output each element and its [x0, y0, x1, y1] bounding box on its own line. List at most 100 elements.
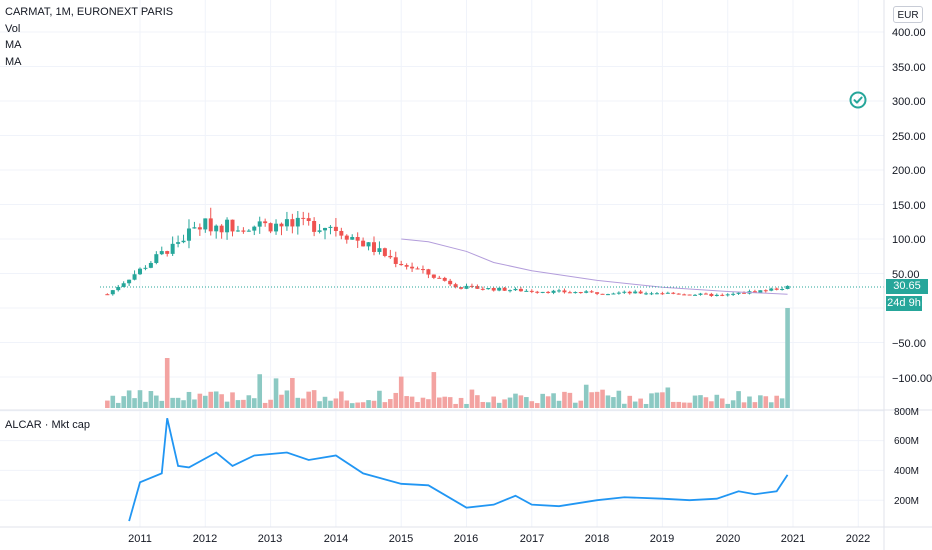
volume-bar	[605, 395, 611, 408]
volume-bar	[219, 394, 224, 408]
volume-bar	[632, 401, 638, 408]
volume-bar	[355, 402, 360, 408]
candle-body	[382, 248, 387, 256]
time-axis-label: 2021	[781, 533, 805, 545]
volume-bar	[714, 394, 720, 408]
candle-body	[682, 294, 687, 296]
symbol-title[interactable]: CARMAT, 1M, EURONEXT PARIS	[5, 6, 174, 18]
candle-body	[459, 287, 464, 289]
volume-bar	[736, 391, 741, 408]
volume-bar	[371, 400, 377, 408]
check-circle-icon[interactable]	[849, 91, 867, 109]
time-axis-label: 2016	[454, 533, 478, 545]
candle-body	[780, 288, 785, 290]
candle-body	[181, 240, 186, 243]
volume-bar	[654, 392, 660, 408]
candle-body	[475, 286, 480, 289]
candle-body	[197, 227, 202, 230]
volume-bar	[251, 398, 257, 408]
candle-body	[279, 223, 284, 227]
candle-body	[513, 288, 518, 291]
volume-bar	[436, 397, 442, 408]
volume-bar	[398, 376, 404, 408]
candle-body	[317, 230, 322, 232]
volume-bar	[649, 393, 654, 408]
volume-bar	[442, 396, 448, 408]
price-axis-label: −50.00	[892, 338, 926, 350]
volume-bar	[752, 402, 758, 408]
candle-body	[366, 242, 371, 247]
volume-bar	[458, 397, 464, 408]
mktcap-pane-label[interactable]: ALCAR · Mkt cap	[5, 419, 90, 431]
candle-body	[508, 290, 513, 292]
volume-bar	[758, 395, 763, 408]
volume-bar	[311, 390, 317, 408]
candle-body	[578, 292, 583, 294]
volume-bar	[594, 391, 600, 408]
candle-body	[116, 286, 121, 291]
mktcap-line	[128, 418, 789, 522]
candle-body	[165, 251, 170, 254]
candle-body	[649, 293, 654, 295]
candle-body	[687, 294, 692, 296]
time-axis-label: 2020	[716, 533, 740, 545]
volume-bar	[730, 400, 736, 408]
candle-body	[453, 284, 458, 288]
volume-bar	[409, 396, 415, 408]
volume-bar	[616, 390, 622, 408]
volume-bar	[540, 393, 545, 408]
candle-body	[720, 294, 725, 296]
candle-body	[268, 223, 273, 232]
candle-body	[437, 277, 442, 279]
candle-body	[546, 291, 551, 293]
candle-body	[301, 217, 306, 219]
time-axis-label: 2019	[650, 533, 674, 545]
mktcap-axis-label: 600M	[894, 436, 919, 447]
volume-bar	[148, 391, 154, 408]
candle-body	[442, 277, 447, 281]
candle-body	[143, 267, 148, 269]
candle-body	[665, 292, 670, 294]
volume-bar	[360, 402, 366, 408]
indicator-ma-2[interactable]: MA	[5, 56, 22, 68]
candle-body	[399, 263, 404, 266]
volume-bar	[268, 399, 273, 408]
indicator-ma-1[interactable]: MA	[5, 39, 22, 51]
currency-button[interactable]: EUR	[893, 6, 923, 23]
volume-bar	[404, 396, 409, 408]
mktcap-axis-label: 800M	[894, 407, 919, 418]
candle-body	[361, 240, 366, 247]
candle-body	[393, 257, 398, 264]
volume-bar	[393, 392, 399, 408]
volume-bar	[241, 399, 246, 408]
price-axis-label: 150.00	[892, 200, 926, 212]
volume-bar	[262, 402, 268, 408]
price-axis-label: 50.00	[892, 269, 920, 281]
volume-bar	[469, 389, 475, 408]
volume-bar	[785, 308, 790, 408]
candle-body	[660, 293, 665, 295]
volume-bar	[224, 401, 230, 408]
volume-bar	[154, 395, 159, 408]
candle-body	[355, 237, 360, 241]
indicator-volume[interactable]: Vol	[5, 23, 21, 35]
volume-bar	[485, 402, 491, 408]
volume-bar	[562, 391, 567, 408]
volume-bar	[589, 392, 594, 408]
candle-body	[518, 288, 523, 292]
candle-body	[491, 288, 496, 291]
candle-body	[752, 291, 757, 293]
volume-bar	[344, 400, 350, 408]
volume-bar	[703, 397, 709, 408]
volume-bar	[496, 402, 502, 408]
candle-body	[676, 293, 681, 295]
candle-body	[584, 291, 589, 293]
volume-bar	[306, 391, 311, 408]
candle-body	[148, 262, 153, 268]
candle-body	[769, 288, 774, 291]
candle-body	[377, 248, 382, 252]
price-axis-label: 350.00	[892, 62, 926, 74]
volume-bar	[447, 397, 453, 408]
time-axis-label: 2022	[846, 533, 870, 545]
